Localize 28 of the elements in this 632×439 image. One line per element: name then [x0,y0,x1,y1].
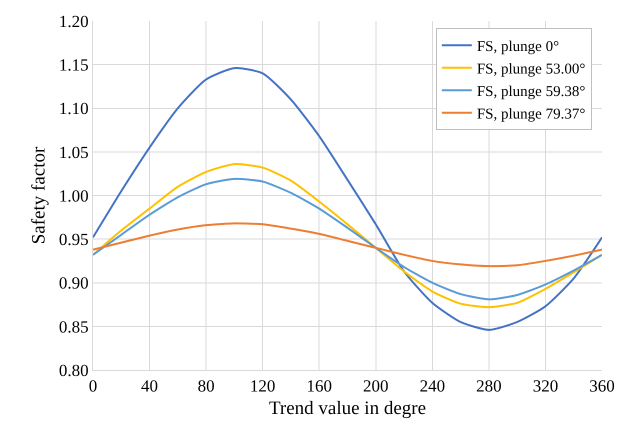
legend-label: FS, plunge 79.37° [476,106,586,123]
x-tick-label: 80 [198,376,215,396]
y-tick-label: 1.20 [58,12,89,31]
x-tick-label: 360 [589,376,615,396]
y-tick-label: 1.10 [58,99,89,118]
x-tick-label: 0 [88,376,98,396]
x-tick-label: 200 [363,376,389,396]
x-tick-label: 280 [476,376,502,396]
line-series [93,178,602,300]
x-axis-title: Trend value in degre [268,398,426,420]
line-series [93,163,602,308]
x-tick-label: 40 [141,376,158,396]
x-tick-label: 160 [306,376,332,396]
x-tick-label: 240 [420,376,446,396]
y-tick-label: 1.00 [58,186,89,206]
y-tick-label: 0.85 [58,317,89,336]
y-tick-label: 0.80 [58,360,89,380]
legend-label: FS, plunge 0° [476,39,560,56]
x-tick-label: 120 [250,376,276,396]
y-tick-label: 0.90 [58,274,89,293]
y-tick-label: 0.95 [58,230,89,250]
x-tick-label: 320 [532,376,558,396]
legend-label: FS, plunge 53.00° [476,62,586,78]
y-tick-label: 1.15 [58,56,89,75]
y-tick-label: 1.05 [58,142,89,162]
line-series [93,222,602,268]
y-axis-title: Safety factor [28,146,50,244]
legend-label: FS, plunge 59.38° [476,84,586,100]
